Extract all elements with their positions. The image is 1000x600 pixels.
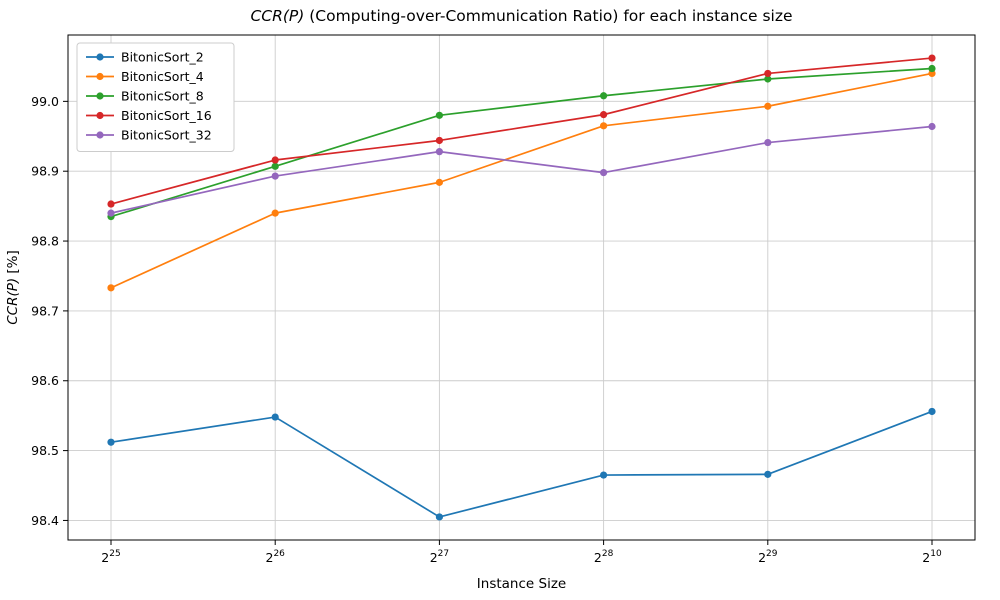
x-axis-label: Instance Size (477, 576, 566, 592)
legend-marker (96, 72, 104, 81)
data-point-BitonicSort_16 (107, 200, 115, 208)
chart-title: CCR(P) (Computing-over-Communication Rat… (250, 7, 792, 25)
y-tick-label: 98.4 (31, 513, 59, 528)
data-point-BitonicSort_2 (764, 470, 772, 478)
legend-marker (96, 131, 104, 139)
data-point-BitonicSort_16 (271, 156, 279, 164)
x-tick-label: 225 (101, 549, 120, 565)
data-point-BitonicSort_16 (435, 136, 443, 145)
series-line-BitonicSort_4 (110, 72, 933, 289)
legend-marker (96, 111, 104, 120)
axes-box (67, 34, 976, 541)
data-point-BitonicSort_8 (600, 92, 608, 100)
x-tick-label: 226 (265, 549, 285, 565)
series-line-BitonicSort_16 (110, 57, 933, 205)
data-point-BitonicSort_32 (107, 209, 115, 217)
x-tick-label: 227 (430, 549, 449, 565)
y-tick-label: 98.6 (31, 373, 59, 388)
data-point-BitonicSort_32 (600, 169, 608, 177)
y-tick-label: 98.5 (31, 443, 59, 458)
y-tick-label: 98.8 (31, 234, 59, 249)
y-tick-label: 99.0 (31, 94, 59, 109)
data-point-BitonicSort_2 (271, 413, 279, 421)
series-line-BitonicSort_8 (110, 67, 933, 218)
data-point-BitonicSort_32 (271, 172, 279, 180)
legend-marker (96, 92, 104, 100)
data-point-BitonicSort_32 (928, 122, 936, 131)
series-line-BitonicSort_32 (110, 125, 933, 214)
data-point-BitonicSort_4 (271, 209, 279, 217)
data-point-BitonicSort_4 (600, 122, 608, 130)
x-tick-label: 229 (758, 549, 778, 565)
data-point-BitonicSort_16 (764, 69, 772, 78)
data-point-BitonicSort_8 (435, 111, 443, 119)
legend-box (76, 42, 235, 152)
legend-marker (96, 53, 104, 61)
data-point-BitonicSort_4 (764, 102, 772, 110)
data-point-BitonicSort_2 (600, 471, 608, 479)
data-point-BitonicSort_8 (764, 75, 772, 83)
legend-label: BitonicSort_8 (121, 89, 204, 104)
data-point-BitonicSort_2 (435, 513, 443, 521)
y-tick-label: 98.7 (31, 303, 59, 318)
y-axis-label: CCR(P) [%] (5, 250, 21, 325)
data-point-BitonicSort_4 (435, 178, 443, 186)
data-point-BitonicSort_8 (928, 64, 936, 73)
legend-label: BitonicSort_32 (121, 128, 212, 143)
data-point-BitonicSort_32 (764, 138, 772, 147)
legend-label: BitonicSort_16 (121, 108, 212, 123)
data-point-BitonicSort_16 (928, 54, 936, 62)
data-point-BitonicSort_2 (107, 438, 115, 446)
x-tick-label: 210 (922, 549, 942, 565)
data-point-BitonicSort_16 (600, 111, 608, 119)
legend-label: BitonicSort_2 (121, 50, 204, 65)
data-point-BitonicSort_8 (271, 162, 279, 170)
y-tick-label: 98.9 (31, 164, 59, 179)
legend-label: BitonicSort_4 (121, 69, 204, 84)
data-point-BitonicSort_32 (435, 148, 443, 156)
x-tick-label: 228 (594, 549, 614, 565)
data-point-BitonicSort_2 (928, 407, 936, 416)
data-point-BitonicSort_4 (107, 284, 115, 292)
series-line-BitonicSort_2 (110, 410, 933, 518)
